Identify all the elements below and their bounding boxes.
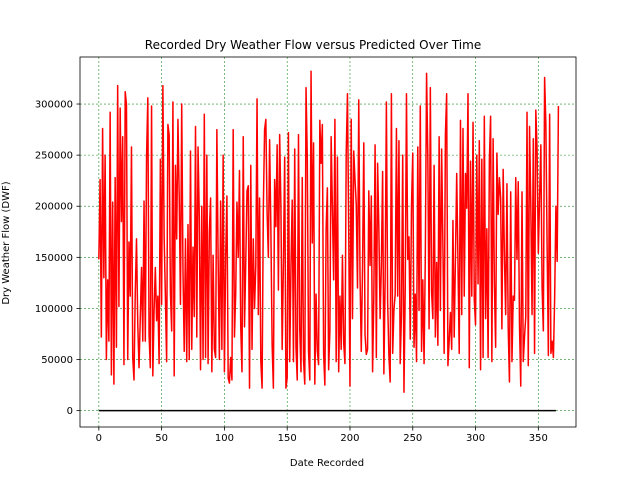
- y-tick-label: 0: [67, 406, 73, 417]
- x-tick-label: 0: [96, 433, 102, 444]
- plot-area-frame: [79, 56, 577, 428]
- chart-title: Recorded Dry Weather Flow versus Predict…: [145, 38, 481, 52]
- y-axis-ticks: 0 50000 100000 150000 200000 250000 300000: [35, 100, 80, 417]
- y-tick-label: 200000: [35, 202, 73, 213]
- x-tick-label: 50: [155, 433, 168, 444]
- x-tick-label: 200: [340, 433, 359, 444]
- y-tick-label: 50000: [41, 355, 73, 366]
- y-axis-label: Dry Weather Flow (DWF): [1, 181, 12, 304]
- y-tick-label: 300000: [35, 100, 73, 111]
- x-tick-label: 250: [403, 433, 422, 444]
- x-tick-label: 350: [529, 433, 548, 444]
- y-tick-label: 250000: [35, 151, 73, 162]
- y-tick-label: 150000: [35, 253, 73, 264]
- series-layer: [98, 70, 560, 412]
- x-axis-ticks: 0 50 100 150 200 250 300 350: [96, 427, 548, 444]
- x-axis-label: Date Recorded: [290, 458, 364, 469]
- x-tick-label: 300: [466, 433, 485, 444]
- series-line-recorded: [98, 70, 560, 393]
- x-tick-label: 100: [215, 433, 234, 444]
- x-tick-label: 150: [278, 433, 297, 444]
- y-tick-label: 100000: [35, 304, 73, 315]
